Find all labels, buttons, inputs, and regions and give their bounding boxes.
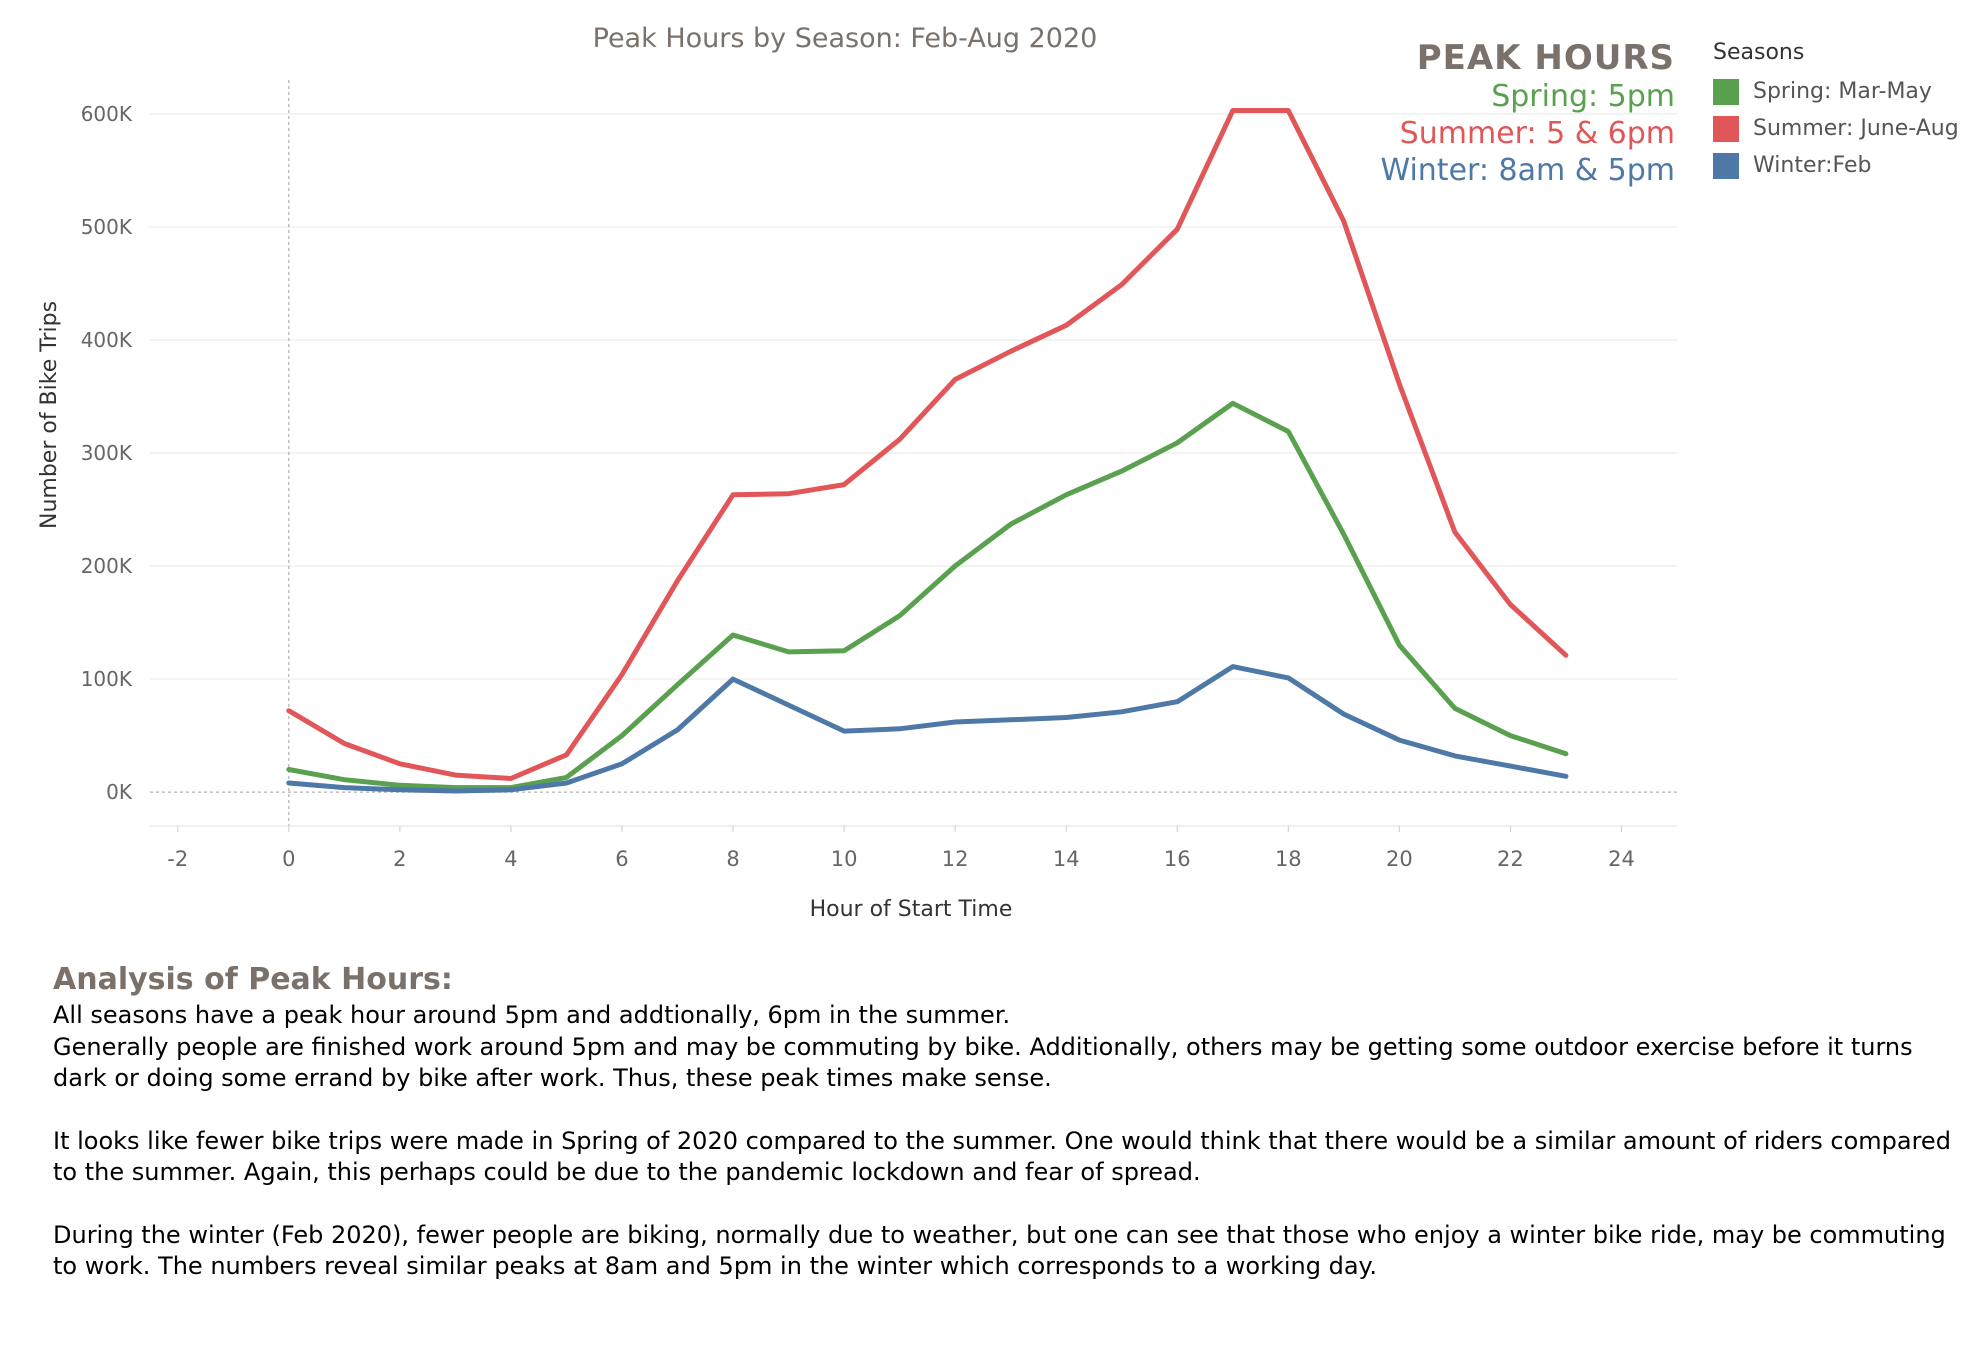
y-tick-label: 0K (106, 780, 133, 804)
legend-swatch-spring (1713, 78, 1739, 105)
analysis-paragraph-1: All seasons have a peak hour around 5pm … (53, 1001, 1913, 1092)
x-tick-label: 22 (1497, 847, 1524, 871)
peak-winter: Winter: 8am & 5pm (1380, 153, 1675, 188)
x-tick-label: 6 (615, 847, 628, 871)
legend-label: Winter:Feb (1753, 153, 1872, 178)
y-tick-label: 100K (81, 667, 133, 691)
legend-label: Summer: June-Aug (1753, 116, 1959, 141)
legend: Seasons Spring: Mar-May Summer: June-Aug… (1713, 40, 1959, 184)
legend-item-spring[interactable]: Spring: Mar-May (1713, 73, 1959, 110)
legend-swatch-winter (1713, 152, 1739, 179)
peak-summer: Summer: 5 & 6pm (1399, 116, 1675, 151)
x-tick-label: 8 (726, 847, 739, 871)
y-tick-label: 400K (81, 328, 133, 352)
analysis-section: Analysis of Peak Hours: All seasons have… (53, 962, 1953, 1314)
chart-title: Peak Hours by Season: Feb-Aug 2020 (593, 23, 1098, 54)
grid-lines (150, 113, 1677, 793)
analysis-title: Analysis of Peak Hours: (53, 962, 453, 997)
y-tick-label: 200K (81, 554, 133, 578)
y-axis-label: Number of Bike Trips (37, 301, 62, 529)
legend-item-winter[interactable]: Winter:Feb (1713, 147, 1959, 184)
x-tick-label: 20 (1386, 847, 1413, 871)
x-tick-label: 4 (504, 847, 517, 871)
x-tick-label: 0 (282, 847, 295, 871)
x-tick-label: 2 (393, 847, 406, 871)
x-tick-label: 18 (1275, 847, 1302, 871)
x-tick-label: 10 (831, 847, 858, 871)
series-lines (286, 108, 1569, 794)
x-tick-label: 12 (942, 847, 969, 871)
peak-spring: Spring: 5pm (1491, 79, 1675, 114)
analysis-paragraph-3: During the winter (Feb 2020), fewer peop… (53, 1220, 1946, 1281)
legend-item-summer[interactable]: Summer: June-Aug (1713, 110, 1959, 147)
x-tick-label: 16 (1164, 847, 1191, 871)
x-tick-label: 14 (1053, 847, 1080, 871)
series-line-winter-feb (286, 664, 1569, 794)
y-tick-label: 600K (81, 102, 133, 126)
y-tick-label: 500K (81, 215, 133, 239)
legend-swatch-summer (1713, 115, 1739, 142)
legend-label: Spring: Mar-May (1753, 79, 1932, 104)
line-chart: Peak Hours by Season: Feb-Aug 2020 0K100… (37, 23, 1677, 922)
series-line-summer-june-aug (286, 108, 1569, 781)
legend-title: Seasons (1713, 40, 1805, 65)
y-tick-label: 300K (81, 441, 133, 465)
x-tick-label: 24 (1608, 847, 1635, 871)
x-tick-label: -2 (167, 847, 188, 871)
analysis-paragraph-2: It looks like fewer bike trips were made… (53, 1126, 1951, 1187)
peak-hours-heading: PEAK HOURS (1416, 38, 1675, 78)
x-axis-label: Hour of Start Time (810, 897, 1013, 922)
peak-hours-annotation: PEAK HOURS Spring: 5pm Summer: 5 & 6pm W… (1380, 38, 1675, 189)
